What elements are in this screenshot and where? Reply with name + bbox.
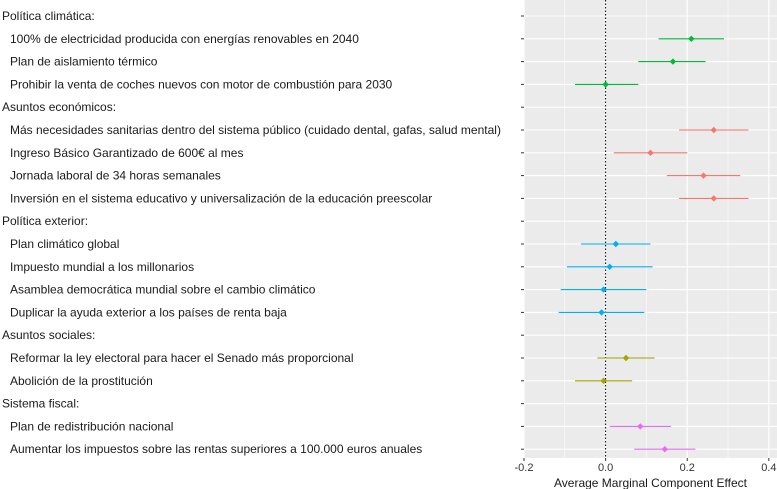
group-label: Política climática: <box>2 9 95 23</box>
attribute-label: Prohibir la venta de coches nuevos con m… <box>10 77 393 91</box>
attribute-label: Abolición de la prostitución <box>10 374 153 388</box>
estimate-point <box>606 263 613 270</box>
estimate-point <box>669 58 677 65</box>
attribute-label: Inversión en el sistema educativo y univ… <box>10 191 432 205</box>
estimate-point <box>602 81 609 88</box>
plot-panel <box>524 0 777 458</box>
estimate-point <box>600 377 607 384</box>
attribute-label: Duplicar la ayuda exterior a los países … <box>10 305 287 319</box>
attribute-label: 100% de electricidad producida con energ… <box>10 32 359 46</box>
attribute-label: Plan climático global <box>10 237 119 251</box>
attribute-label: Plan de redistribución nacional <box>10 419 173 433</box>
group-label: Política exterior: <box>2 214 88 228</box>
estimate-point <box>688 35 695 42</box>
estimate-point <box>622 354 630 362</box>
x-tick-label: -0.2 <box>515 462 534 474</box>
estimate-point <box>710 195 717 202</box>
attribute-label: Jornada laboral de 34 horas semanales <box>10 169 221 183</box>
attribute-label: Plan de aislamiento térmico <box>10 55 158 69</box>
estimate-point <box>612 240 620 248</box>
group-label: Asuntos económicos: <box>2 100 116 114</box>
attribute-label: Asamblea democrática mundial sobre el ca… <box>10 283 316 297</box>
estimate-point <box>700 172 707 179</box>
attribute-label: Impuesto mundial a los millonarios <box>10 260 194 274</box>
estimate-point <box>598 309 605 316</box>
group-label: Sistema fiscal: <box>2 397 79 411</box>
estimate-point <box>647 149 654 156</box>
x-axis-title: Average Marginal Component Effect <box>554 476 748 489</box>
group-label: Asuntos sociales: <box>2 328 95 342</box>
x-tick-label: 0.0 <box>598 462 613 474</box>
estimate-point <box>710 126 717 134</box>
estimate-point <box>600 286 607 293</box>
x-tick-label: 0.4 <box>761 462 776 474</box>
estimate-point <box>637 423 644 430</box>
attribute-label: Aumentar los impuestos sobre las rentas … <box>10 442 422 456</box>
attribute-label: Ingreso Básico Garantizado de 600€ al me… <box>10 146 243 160</box>
estimate-point <box>661 446 668 453</box>
attribute-label: Más necesidades sanitarias dentro del si… <box>10 123 501 137</box>
attribute-label: Reformar la ley electoral para hacer el … <box>10 351 354 365</box>
x-tick-label: 0.2 <box>680 462 695 474</box>
